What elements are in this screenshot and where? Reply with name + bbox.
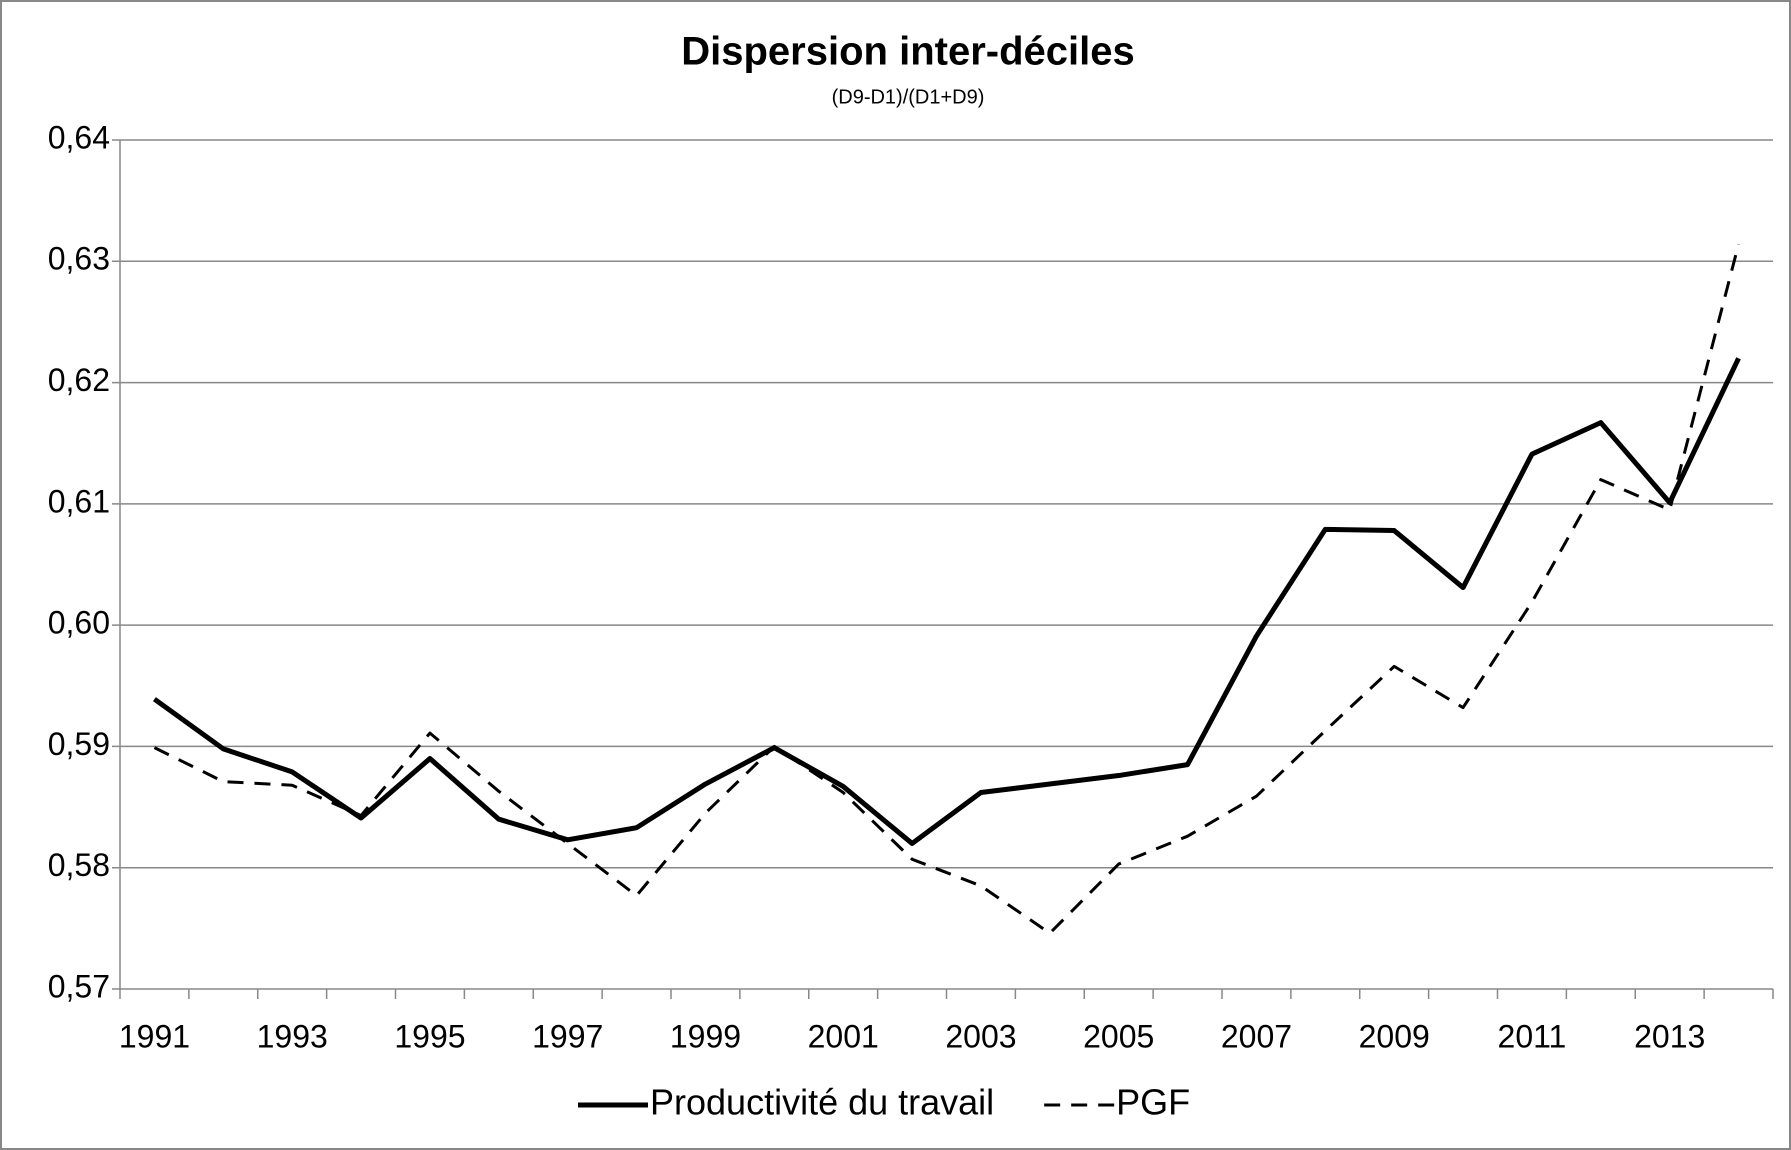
y-tick-label: 0,60 xyxy=(48,605,110,641)
y-tick-label: 0,61 xyxy=(48,483,110,519)
y-tick-label: 0,63 xyxy=(48,241,110,277)
chart-subtitle: (D9-D1)/(D1+D9) xyxy=(832,86,985,108)
x-tick-label: 2009 xyxy=(1359,1018,1430,1054)
y-tick-label: 0,58 xyxy=(48,847,110,883)
chart-title: Dispersion inter-déciles xyxy=(681,30,1134,74)
y-tick-label: 0,62 xyxy=(48,362,110,398)
x-tick-label: 1999 xyxy=(670,1018,741,1054)
series-line xyxy=(153,243,1741,935)
legend-label: Productivité du travail xyxy=(650,1082,994,1123)
x-tick-label: 1993 xyxy=(257,1018,328,1054)
x-tick-label: 1995 xyxy=(394,1018,465,1054)
x-tick-label: 2007 xyxy=(1221,1018,1292,1054)
y-tick-label: 0,57 xyxy=(48,968,110,1004)
legend-label: PGF xyxy=(1116,1082,1190,1123)
x-tick-label: 1997 xyxy=(532,1018,603,1054)
series-line xyxy=(152,357,1741,846)
y-tick-label: 0,59 xyxy=(48,726,110,762)
x-tick-label: 2011 xyxy=(1498,1018,1567,1054)
x-tick-label: 2013 xyxy=(1634,1018,1705,1054)
x-tick-label: 2003 xyxy=(945,1018,1016,1054)
x-tick-label: 2005 xyxy=(1083,1018,1154,1054)
x-tick-label: 2001 xyxy=(808,1018,879,1054)
x-tick-label: 1991 xyxy=(119,1018,190,1054)
y-tick-label: 0,64 xyxy=(48,119,110,155)
